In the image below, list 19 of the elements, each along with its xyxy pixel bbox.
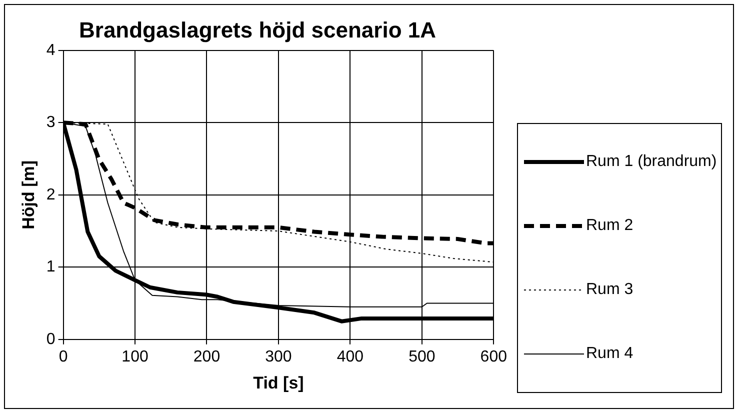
chart-title: Brandgaslagrets höjd scenario 1A: [79, 17, 436, 42]
y-axis-title: Höjd [m]: [18, 160, 38, 230]
x-tick-label: 400: [336, 348, 364, 366]
y-tick-label: 0: [46, 330, 56, 348]
x-tick-label: 0: [58, 348, 68, 366]
y-tick-label: 1: [46, 258, 56, 276]
legend-label: Rum 2: [586, 216, 634, 236]
y-tick-label: 3: [46, 114, 56, 132]
legend-label: Rum 3: [586, 280, 634, 300]
x-tick-label: 300: [265, 348, 292, 366]
legend-label: Rum 4: [586, 344, 634, 364]
x-tick-label: 600: [480, 348, 508, 366]
x-tick-label: 200: [193, 348, 220, 366]
legend-label: Rum 1 (brandrum): [586, 152, 717, 172]
y-tick-label: 2: [46, 186, 56, 204]
x-tick-label: 500: [408, 348, 436, 366]
y-tick-label: 4: [46, 42, 56, 59]
x-tick-label: 100: [122, 348, 148, 366]
x-axis-title: Tid [s]: [253, 373, 304, 392]
